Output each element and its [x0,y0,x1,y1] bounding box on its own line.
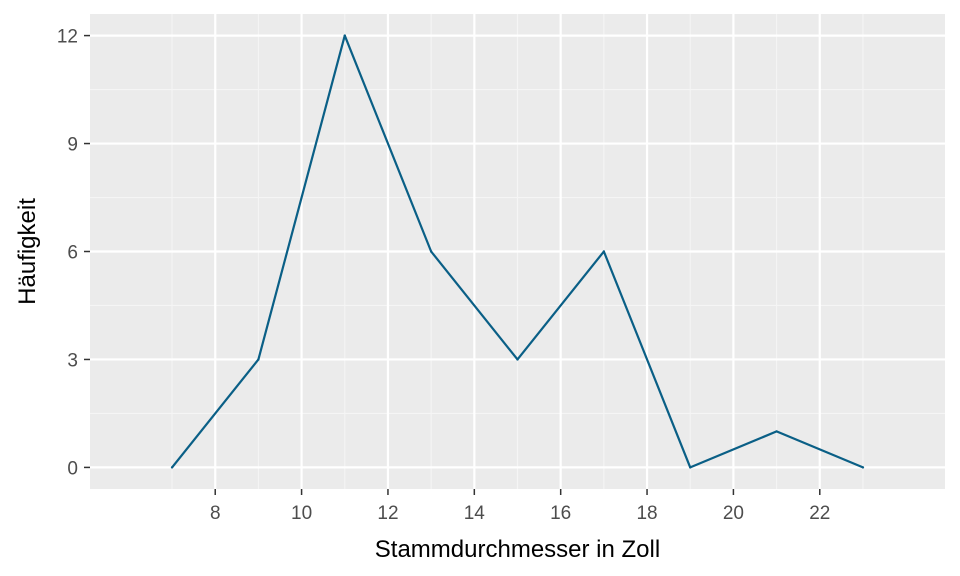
data-point [170,466,174,469]
data-point [861,466,865,469]
y-tick-label: 6 [67,243,78,264]
data-point [343,34,346,37]
x-tick-label: 12 [377,503,398,524]
y-axis-title: Häufigkeit [14,198,41,305]
x-axis-title: Stammdurchmesser in Zoll [375,536,660,563]
x-axis: 8 10 12 14 16 18 20 22 [210,489,830,524]
x-tick-label: 22 [809,503,830,524]
data-point [775,430,778,433]
y-tick-label: 9 [67,135,78,156]
data-point [516,358,519,361]
x-tick-label: 20 [723,503,744,524]
y-axis: 0 3 6 9 12 [57,27,90,479]
data-point [257,358,260,361]
x-tick-label: 16 [550,503,571,524]
data-point [602,250,606,253]
data-point [429,250,433,253]
x-tick-label: 8 [210,503,221,524]
series-layer [170,34,865,469]
y-tick-label: 0 [67,458,78,479]
y-tick-label: 12 [57,27,78,48]
x-tick-label: 14 [464,503,486,524]
x-tick-label: 18 [636,503,657,524]
x-tick-label: 10 [291,503,312,524]
data-point [689,466,692,469]
y-tick-label: 3 [67,350,78,371]
major-grid [90,14,945,489]
